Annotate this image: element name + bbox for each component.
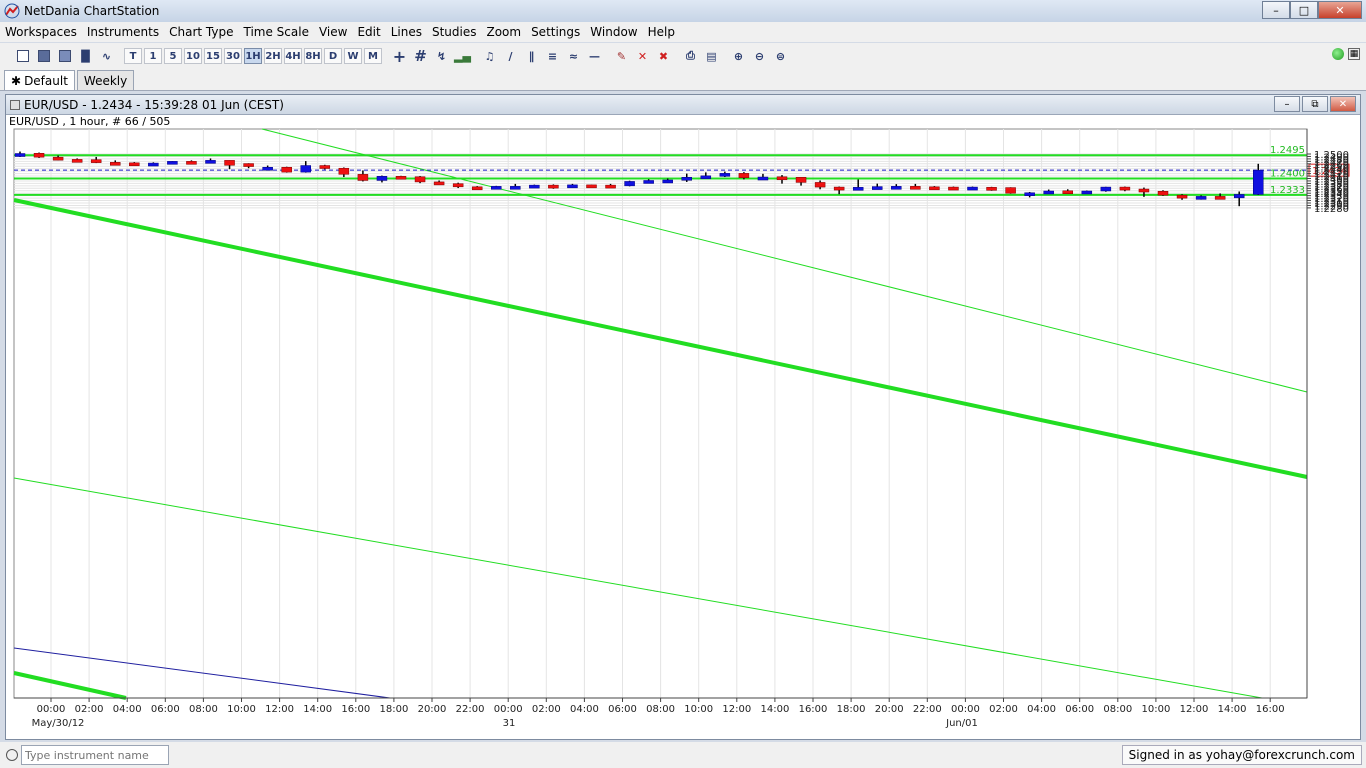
timescale-1min-button[interactable]: 1 — [144, 48, 162, 64]
workspace-tabs: ✱ Default Weekly — [0, 69, 1366, 91]
menu-zoom[interactable]: Zoom — [486, 25, 522, 39]
timescale-weekly-button[interactable]: W — [344, 48, 362, 64]
connection-status-icon — [1332, 48, 1344, 60]
tab-default-label: Default — [24, 73, 68, 88]
horizontal-line-icon[interactable]: — — [589, 49, 600, 63]
delete-all-icon[interactable]: ✖ — [658, 49, 669, 63]
timescale-1h-button[interactable]: 1H — [244, 48, 262, 64]
tab-weekly-label: Weekly — [83, 73, 128, 88]
alert-bell-icon[interactable]: ♫ — [484, 49, 495, 63]
timescale-2h-button[interactable]: 2H — [264, 48, 282, 64]
window-title: NetDania ChartStation — [24, 4, 160, 18]
menu-help[interactable]: Help — [647, 25, 675, 39]
save-as-icon[interactable] — [54, 46, 75, 66]
draw-pen-icon[interactable]: ✎ — [616, 49, 627, 63]
menu-bar: Workspaces Instruments Chart Type Time S… — [0, 22, 1366, 42]
chart-window-title: EUR/USD - 1.2434 - 15:39:28 01 Jun (CEST… — [24, 97, 284, 112]
fibonacci-icon[interactable]: ≡ — [547, 49, 558, 63]
menu-studies[interactable]: Studies — [431, 25, 477, 39]
save-icon[interactable] — [33, 46, 54, 66]
zoom-out-icon[interactable]: ⊖ — [754, 49, 765, 63]
tab-default[interactable]: ✱ Default — [4, 70, 75, 90]
menu-edit[interactable]: Edit — [357, 25, 381, 39]
chart-info-label: EUR/USD , 1 hour, # 66 / 505 — [9, 115, 171, 128]
signed-in-status: Signed in as yohay@forexcrunch.com — [1121, 745, 1362, 765]
timescale-tick-button[interactable]: T — [124, 48, 142, 64]
instrument-search-input[interactable] — [21, 745, 169, 765]
print-icon[interactable]: ⎙ — [686, 49, 695, 62]
menu-chart-type[interactable]: Chart Type — [169, 25, 234, 39]
menu-instruments[interactable]: Instruments — [86, 25, 160, 39]
print-preview-icon[interactable]: ▤ — [706, 49, 717, 63]
menu-window[interactable]: Window — [590, 25, 638, 39]
timescale-4h-button[interactable]: 4H — [284, 48, 302, 64]
chart-window-titlebar: EUR/USD - 1.2434 - 15:39:28 01 Jun (CEST… — [6, 95, 1360, 115]
zoom-reset-icon[interactable]: ⊜ — [775, 49, 786, 63]
instrument-search — [6, 745, 169, 765]
menu-view[interactable]: View — [318, 25, 348, 39]
crosshair-icon[interactable]: + — [392, 46, 407, 66]
chart-type-line-icon[interactable]: ∿ — [101, 49, 112, 63]
menu-time-scale[interactable]: Time Scale — [243, 25, 309, 39]
toolbar: █ ∿ T 1 5 10 15 30 1H 2H 4H 8H D W M + #… — [0, 43, 1366, 69]
zoom-in-icon[interactable]: ⊕ — [733, 49, 744, 63]
search-icon — [6, 749, 18, 761]
chart-minimize-button[interactable]: – — [1274, 96, 1300, 112]
info-cursor-icon[interactable]: ↯ — [436, 49, 447, 63]
app-icon — [4, 3, 20, 19]
status-bar: Signed in as yohay@forexcrunch.com — [0, 742, 1366, 768]
chart-type-bars-icon[interactable]: █ — [81, 49, 90, 63]
menu-lines[interactable]: Lines — [390, 25, 422, 39]
chart-restore-button[interactable]: ⧉ — [1302, 96, 1328, 112]
pin-icon: ✱ — [11, 73, 22, 88]
trendline-icon[interactable]: ∕ — [508, 49, 513, 63]
parallel-lines-icon[interactable]: ∥ — [528, 49, 535, 63]
chart-close-button[interactable]: ✕ — [1330, 96, 1356, 112]
timescale-5min-button[interactable]: 5 — [164, 48, 182, 64]
new-document-icon[interactable] — [12, 46, 33, 66]
timescale-8h-button[interactable]: 8H — [304, 48, 322, 64]
tab-weekly[interactable]: Weekly — [76, 70, 135, 90]
timescale-30min-button[interactable]: 30 — [224, 48, 242, 64]
minimize-button[interactable]: – — [1262, 1, 1290, 19]
timescale-15min-button[interactable]: 15 — [204, 48, 222, 64]
delete-line-icon[interactable]: ✕ — [637, 49, 648, 63]
timescale-monthly-button[interactable]: M — [364, 48, 382, 64]
close-button[interactable]: ✕ — [1318, 1, 1362, 19]
grid-icon[interactable]: # — [414, 47, 427, 65]
menu-settings[interactable]: Settings — [531, 25, 581, 39]
channel-icon[interactable]: ≈ — [568, 49, 579, 63]
timescale-10min-button[interactable]: 10 — [184, 48, 202, 64]
menu-workspaces[interactable]: Workspaces — [5, 25, 77, 39]
panel-toggle-icon[interactable]: ▦ — [1348, 48, 1360, 60]
title-bar: NetDania ChartStation – □ ✕ — [0, 0, 1366, 22]
timescale-daily-button[interactable]: D — [324, 48, 342, 64]
histogram-icon[interactable]: ▂▄ — [454, 49, 471, 63]
chart-window: EUR/USD - 1.2434 - 15:39:28 01 Jun (CEST… — [5, 94, 1361, 740]
maximize-button[interactable]: □ — [1290, 1, 1318, 19]
chart-window-icon — [10, 99, 20, 110]
window-controls: – □ ✕ — [1262, 1, 1362, 19]
